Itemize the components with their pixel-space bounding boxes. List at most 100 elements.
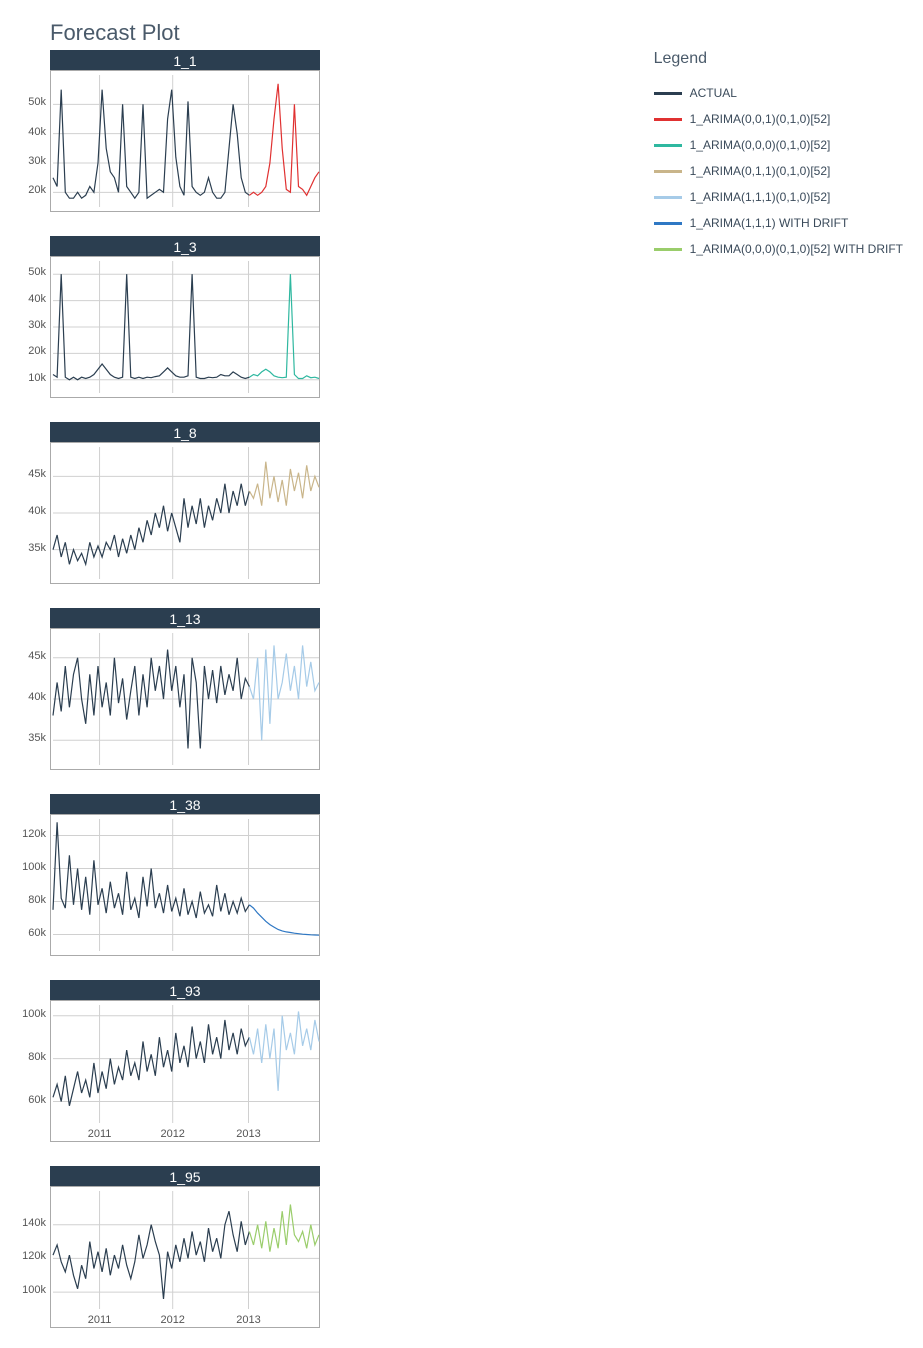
y-tick-label: 45k bbox=[28, 468, 46, 480]
y-ticks: 10k 20k 30k 40k 50k bbox=[12, 256, 46, 396]
y-ticks: 60k 80k 100k bbox=[12, 1000, 46, 1140]
series-forecast bbox=[249, 1205, 319, 1252]
series-forecast bbox=[249, 645, 319, 740]
y-tick-label: 45k bbox=[28, 650, 46, 662]
y-tick-label: 100k bbox=[22, 861, 46, 873]
panel-header: 1_13 bbox=[50, 608, 320, 628]
series-forecast bbox=[249, 1011, 319, 1090]
legend-label: 1_ARIMA(0,0,0)(0,1,0)[52] bbox=[690, 138, 831, 152]
legend-item: 1_ARIMA(0,0,0)(0,1,0)[52] WITH DRIFT bbox=[654, 242, 903, 256]
legend-swatch bbox=[654, 144, 682, 147]
legend-swatch bbox=[654, 118, 682, 121]
x-tick-label: 2013 bbox=[236, 1314, 260, 1326]
legend-swatch bbox=[654, 196, 682, 199]
legend-item: 1_ARIMA(1,1,1) WITH DRIFT bbox=[654, 216, 903, 230]
y-tick-label: 80k bbox=[28, 894, 46, 906]
legend-swatch bbox=[654, 222, 682, 225]
legend-item: 1_ARIMA(0,0,1)(0,1,0)[52] bbox=[654, 112, 903, 126]
y-tick-label: 40k bbox=[28, 505, 46, 517]
panel-1_38: 1_3860k80k100k120k bbox=[50, 794, 320, 956]
panel-1_1: 1_120k30k40k50k bbox=[50, 50, 320, 212]
y-tick-label: 40k bbox=[28, 691, 46, 703]
x-tick-label: 2011 bbox=[88, 1314, 112, 1326]
legend-label: ACTUAL bbox=[690, 86, 737, 100]
y-tick-label: 50k bbox=[28, 96, 46, 108]
x-tick-label: 2012 bbox=[160, 1128, 184, 1140]
y-tick-label: 120k bbox=[22, 1250, 46, 1262]
y-tick-label: 100k bbox=[22, 1284, 46, 1296]
y-tick-label: 50k bbox=[28, 266, 46, 278]
page-title: Forecast Plot bbox=[50, 20, 903, 46]
y-tick-label: 20k bbox=[28, 184, 46, 196]
panel-1_3: 1_310k20k30k40k50k bbox=[50, 236, 320, 398]
y-tick-label: 80k bbox=[28, 1051, 46, 1063]
chart-box bbox=[50, 70, 320, 212]
panel-1_8: 1_835k40k45k bbox=[50, 422, 320, 584]
series-forecast bbox=[249, 84, 319, 196]
legend-label: 1_ARIMA(1,1,1) WITH DRIFT bbox=[690, 216, 849, 230]
series-actual bbox=[53, 822, 249, 918]
panel-1_13: 1_1335k40k45k bbox=[50, 608, 320, 770]
panel-header: 1_95 bbox=[50, 1166, 320, 1186]
chart-box bbox=[50, 628, 320, 770]
y-tick-label: 20k bbox=[28, 345, 46, 357]
series-actual bbox=[53, 484, 249, 565]
series-forecast bbox=[249, 274, 319, 378]
legend-item: ACTUAL bbox=[654, 86, 903, 100]
legend-label: 1_ARIMA(0,0,0)(0,1,0)[52] WITH DRIFT bbox=[690, 242, 903, 256]
panel-header: 1_3 bbox=[50, 236, 320, 256]
panel-header: 1_93 bbox=[50, 980, 320, 1000]
chart-box bbox=[50, 442, 320, 584]
chart-svg bbox=[51, 257, 321, 397]
series-actual bbox=[53, 1020, 249, 1106]
panel-1_93: 1_9360k80k100k201120122013 bbox=[50, 980, 320, 1142]
chart-svg: 2011 2012 2013 bbox=[51, 1187, 321, 1327]
y-ticks: 60k 80k 100k 120k bbox=[12, 814, 46, 954]
series-actual bbox=[53, 90, 249, 199]
legend-swatch bbox=[654, 248, 682, 251]
legend-label: 1_ARIMA(0,0,1)(0,1,0)[52] bbox=[690, 112, 831, 126]
y-tick-label: 30k bbox=[28, 155, 46, 167]
y-tick-label: 100k bbox=[22, 1008, 46, 1020]
series-forecast bbox=[249, 905, 319, 935]
y-tick-label: 35k bbox=[28, 542, 46, 554]
y-tick-label: 40k bbox=[28, 126, 46, 138]
y-tick-label: 60k bbox=[28, 1094, 46, 1106]
y-tick-label: 140k bbox=[22, 1217, 46, 1229]
chart-box: 2011 2012 2013 bbox=[50, 1000, 320, 1142]
panel-header: 1_38 bbox=[50, 794, 320, 814]
chart-svg: 2011 2012 2013 bbox=[51, 1001, 321, 1141]
legend-label: 1_ARIMA(1,1,1)(0,1,0)[52] bbox=[690, 190, 831, 204]
legend-swatch bbox=[654, 170, 682, 173]
panel-grid: 1_120k30k40k50k 1_310k20k30k40k50k 1_835k4… bbox=[50, 50, 636, 1328]
layout-root: 1_120k30k40k50k 1_310k20k30k40k50k 1_835k4… bbox=[50, 50, 903, 1328]
chart-svg bbox=[51, 629, 321, 769]
x-tick-label: 2011 bbox=[88, 1128, 112, 1140]
y-tick-label: 60k bbox=[28, 927, 46, 939]
legend-item: 1_ARIMA(0,0,0)(0,1,0)[52] bbox=[654, 138, 903, 152]
y-tick-label: 40k bbox=[28, 293, 46, 305]
panel-1_95: 1_95100k120k140k201120122013 bbox=[50, 1166, 320, 1328]
chart-svg bbox=[51, 443, 321, 583]
y-ticks: 35k 40k 45k bbox=[12, 442, 46, 582]
legend-title: Legend bbox=[654, 50, 903, 68]
y-tick-label: 10k bbox=[28, 372, 46, 384]
legend-swatch bbox=[654, 92, 682, 95]
panel-header: 1_1 bbox=[50, 50, 320, 70]
legend-item: 1_ARIMA(1,1,1)(0,1,0)[52] bbox=[654, 190, 903, 204]
x-tick-label: 2012 bbox=[160, 1314, 184, 1326]
y-tick-label: 120k bbox=[22, 828, 46, 840]
legend: Legend ACTUAL 1_ARIMA(0,0,1)(0,1,0)[52] 1_… bbox=[654, 50, 903, 268]
panel-header: 1_8 bbox=[50, 422, 320, 442]
y-ticks: 100k 120k 140k bbox=[12, 1186, 46, 1326]
y-ticks: 35k40k45k bbox=[12, 628, 46, 768]
legend-item: 1_ARIMA(0,1,1)(0,1,0)[52] bbox=[654, 164, 903, 178]
chart-svg bbox=[51, 815, 321, 955]
chart-svg bbox=[51, 71, 321, 211]
x-tick-label: 2013 bbox=[236, 1128, 260, 1140]
y-ticks: 20k 30k 40k 50k bbox=[12, 70, 46, 210]
series-forecast bbox=[249, 462, 319, 506]
chart-box: 2011 2012 2013 bbox=[50, 1186, 320, 1328]
y-tick-label: 30k bbox=[28, 319, 46, 331]
chart-box bbox=[50, 256, 320, 398]
